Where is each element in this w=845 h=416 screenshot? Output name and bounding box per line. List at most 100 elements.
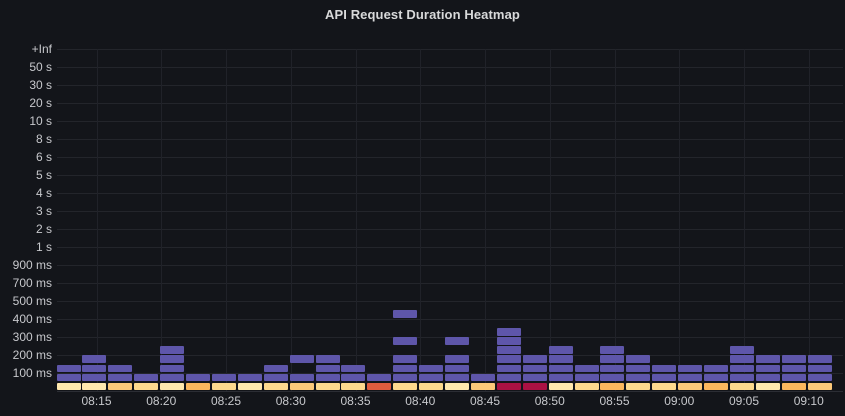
heatmap-cell[interactable] [600, 346, 625, 355]
panel-title[interactable]: API Request Duration Heatmap [325, 7, 520, 22]
heatmap-bottom-cell[interactable] [108, 382, 133, 391]
heatmap-cell[interactable] [289, 355, 314, 364]
heatmap-bottom-cell[interactable] [445, 382, 469, 391]
heatmap-cell[interactable] [108, 373, 133, 382]
heatmap-cell[interactable] [522, 373, 547, 382]
heatmap-cell[interactable] [341, 373, 366, 382]
heatmap-cell[interactable] [315, 355, 340, 364]
heatmap-bottom-cell[interactable] [704, 382, 728, 391]
heatmap-cell[interactable] [445, 364, 469, 373]
heatmap-cell[interactable] [186, 373, 210, 382]
heatmap-bottom-cell[interactable] [755, 382, 780, 391]
heatmap-cell[interactable] [626, 364, 651, 373]
heatmap-cell[interactable] [600, 373, 625, 382]
heatmap-bottom-cell[interactable] [237, 382, 262, 391]
heatmap-cell[interactable] [496, 328, 521, 337]
heatmap-cell[interactable] [548, 355, 573, 364]
heatmap-cell[interactable] [263, 364, 288, 373]
heatmap-cell[interactable] [496, 337, 521, 346]
heatmap-cell[interactable] [548, 346, 573, 355]
heatmap-cell[interactable] [393, 310, 418, 318]
heatmap-cell[interactable] [82, 355, 107, 364]
heatmap-bottom-cell[interactable] [600, 382, 625, 391]
heatmap-cell[interactable] [315, 364, 340, 373]
heatmap-cell[interactable] [729, 355, 754, 364]
heatmap-cell[interactable] [678, 364, 703, 373]
heatmap-bottom-cell[interactable] [548, 382, 573, 391]
heatmap-cell[interactable] [522, 364, 547, 373]
heatmap-cell[interactable] [574, 373, 599, 382]
heatmap-cell[interactable] [755, 355, 780, 364]
heatmap-cell[interactable] [574, 364, 599, 373]
heatmap-cell[interactable] [704, 364, 728, 373]
heatmap-bottom-cell[interactable] [56, 382, 81, 391]
heatmap-cell[interactable] [704, 373, 728, 382]
heatmap-cell[interactable] [315, 373, 340, 382]
heatmap-cell[interactable] [289, 373, 314, 382]
heatmap-cell[interactable] [445, 373, 469, 382]
heatmap-cell[interactable] [652, 373, 677, 382]
heatmap-cell[interactable] [781, 373, 806, 382]
heatmap-cell[interactable] [496, 364, 521, 373]
heatmap-cell[interactable] [496, 355, 521, 364]
heatmap-cell[interactable] [626, 373, 651, 382]
heatmap-cell[interactable] [56, 373, 81, 382]
heatmap-cell[interactable] [470, 373, 495, 382]
heatmap-cell[interactable] [496, 373, 521, 382]
heatmap-bottom-cell[interactable] [263, 382, 288, 391]
heatmap-cell[interactable] [600, 364, 625, 373]
heatmap-cell[interactable] [522, 355, 547, 364]
heatmap-cell[interactable] [56, 364, 81, 373]
heatmap-bottom-cell[interactable] [289, 382, 314, 391]
heatmap-cell[interactable] [134, 373, 159, 382]
heatmap-cell[interactable] [160, 346, 185, 355]
heatmap-cell[interactable] [807, 373, 832, 382]
heatmap-cell[interactable] [108, 364, 133, 373]
heatmap-bottom-cell[interactable] [211, 382, 236, 391]
heatmap-cell[interactable] [807, 364, 832, 373]
heatmap-cell[interactable] [548, 364, 573, 373]
heatmap-bottom-cell[interactable] [807, 382, 832, 391]
heatmap-bottom-cell[interactable] [626, 382, 651, 391]
heatmap-cell[interactable] [678, 373, 703, 382]
heatmap-cell[interactable] [160, 355, 185, 364]
heatmap-cell[interactable] [652, 364, 677, 373]
heatmap-cell[interactable] [393, 355, 418, 364]
heatmap-bottom-cell[interactable] [315, 382, 340, 391]
heatmap-cell[interactable] [729, 364, 754, 373]
heatmap-cell[interactable] [548, 373, 573, 382]
heatmap-bottom-cell[interactable] [393, 382, 418, 391]
heatmap-cell[interactable] [781, 364, 806, 373]
heatmap-cell[interactable] [419, 364, 444, 373]
heatmap-bottom-cell[interactable] [652, 382, 677, 391]
heatmap-bottom-cell[interactable] [678, 382, 703, 391]
heatmap-cell[interactable] [729, 373, 754, 382]
heatmap-cell[interactable] [755, 364, 780, 373]
heatmap-bottom-cell[interactable] [82, 382, 107, 391]
heatmap-cell[interactable] [393, 364, 418, 373]
heatmap-bottom-cell[interactable] [160, 382, 185, 391]
heatmap-bottom-cell[interactable] [419, 382, 444, 391]
heatmap-cell[interactable] [445, 355, 469, 364]
heatmap-cell[interactable] [600, 355, 625, 364]
heatmap-cell[interactable] [160, 364, 185, 373]
heatmap-bottom-cell[interactable] [341, 382, 366, 391]
heatmap-cell[interactable] [755, 373, 780, 382]
heatmap-cell[interactable] [496, 346, 521, 355]
heatmap-cell[interactable] [263, 373, 288, 382]
heatmap-bottom-cell[interactable] [470, 382, 495, 391]
heatmap-cell[interactable] [393, 337, 418, 346]
heatmap-bottom-cell[interactable] [574, 382, 599, 391]
heatmap-cell[interactable] [781, 355, 806, 364]
heatmap-bottom-cell[interactable] [496, 382, 521, 391]
heatmap-bottom-cell[interactable] [781, 382, 806, 391]
heatmap-cell[interactable] [419, 373, 444, 382]
heatmap-cell[interactable] [626, 355, 651, 364]
heatmap-bottom-cell[interactable] [522, 382, 547, 391]
heatmap-bottom-cell[interactable] [134, 382, 159, 391]
heatmap-cell[interactable] [367, 373, 392, 382]
heatmap-cell[interactable] [393, 373, 418, 382]
heatmap-bottom-cell[interactable] [186, 382, 210, 391]
heatmap-cell[interactable] [807, 355, 832, 364]
heatmap-cell[interactable] [160, 373, 185, 382]
